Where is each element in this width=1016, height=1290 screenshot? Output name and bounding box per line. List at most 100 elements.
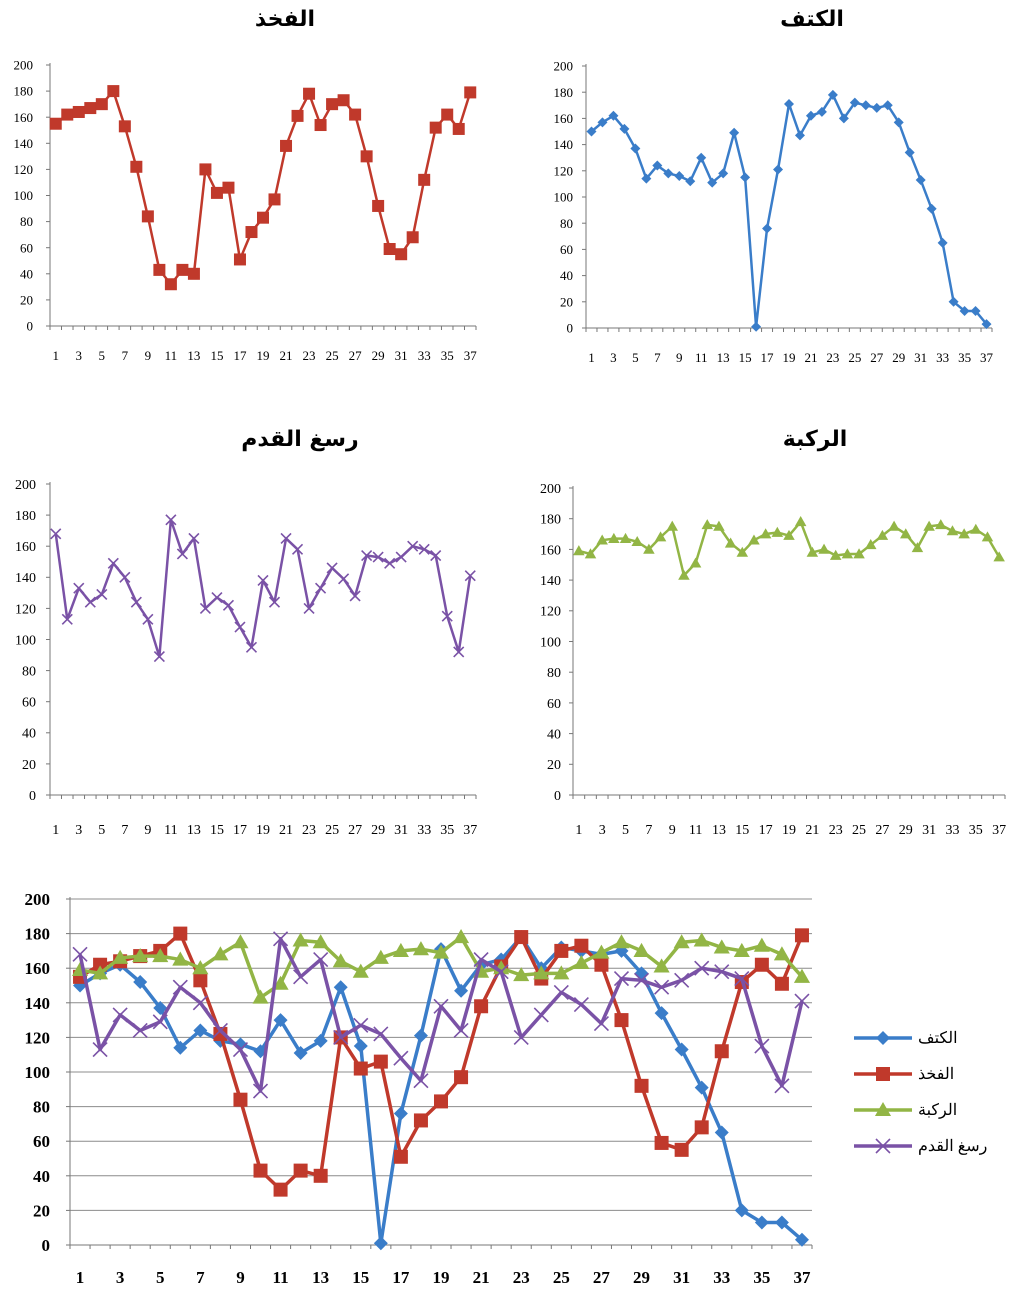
data-point [573, 996, 589, 1013]
data-point [633, 942, 650, 957]
x-tick-label: 11 [164, 823, 177, 838]
data-point [432, 944, 450, 959]
data-point [654, 531, 667, 542]
data-point [92, 965, 109, 980]
data-point [904, 147, 915, 158]
x-tick-label: 21 [473, 1268, 490, 1287]
data-point [981, 319, 992, 330]
y-tick-label: 200 [25, 890, 51, 909]
data-point [413, 1113, 428, 1128]
data-point [273, 931, 289, 947]
x-tick-label: 3 [76, 348, 83, 363]
data-point [332, 953, 349, 968]
x-tick-label: 29 [371, 823, 385, 838]
x-tick-label: 29 [372, 348, 385, 363]
x-tick-label: 25 [553, 1268, 570, 1287]
legend-entry: رسغ القدم [854, 1138, 987, 1155]
x-tick-label: 1 [76, 1268, 85, 1287]
data-point [193, 973, 208, 988]
x-tick-label: 15 [210, 823, 224, 838]
data-point [678, 569, 690, 580]
data-point [152, 1014, 168, 1030]
data-point [173, 1040, 188, 1055]
data-point [434, 1094, 448, 1109]
data-point [130, 160, 143, 173]
data-point [654, 1006, 669, 1021]
data-point [314, 119, 327, 132]
y-tick-label: 80 [560, 216, 573, 231]
y-tick-label: 200 [15, 478, 36, 493]
y-tick-label: 160 [14, 110, 34, 125]
data-point [714, 964, 730, 980]
data-point [773, 164, 784, 175]
data-point [453, 1022, 469, 1039]
data-point [441, 108, 454, 121]
x-tick-label: 3 [599, 823, 606, 838]
data-point [652, 160, 663, 171]
data-point [353, 1017, 369, 1033]
data-point [586, 126, 597, 137]
data-point [372, 199, 385, 212]
data-point [245, 641, 258, 653]
y-tick-label: 180 [554, 85, 574, 100]
data-point [430, 549, 442, 562]
x-tick-label: 27 [870, 350, 884, 365]
x-tick-label: 21 [279, 823, 293, 838]
y-tick-label: 40 [547, 728, 561, 743]
x-tick-label: 9 [145, 348, 152, 363]
data-point [584, 548, 597, 559]
data-point [724, 537, 737, 548]
data-point [268, 193, 281, 206]
y-tick-label: 200 [554, 59, 574, 74]
data-point [273, 1013, 288, 1028]
x-tick-label: 17 [392, 1268, 410, 1287]
series-3 [71, 929, 811, 1004]
data-point [193, 1023, 208, 1038]
data-point [923, 520, 935, 531]
data-point [392, 942, 409, 957]
x-tick-label: 37 [992, 823, 1006, 838]
x-tick-label: 9 [236, 1268, 245, 1287]
x-tick-label: 15 [210, 348, 223, 363]
legend: الكتف الفخذ الركبة رسغ القدم [854, 1030, 987, 1155]
data-point [751, 321, 762, 332]
y-tick-label: 20 [547, 758, 561, 773]
data-point [707, 177, 718, 188]
data-point [818, 543, 830, 554]
data-point [373, 1054, 388, 1069]
y-tick-label: 80 [22, 665, 36, 680]
data-point [361, 549, 373, 562]
data-point [754, 957, 769, 972]
data-point [253, 1163, 268, 1178]
data-point [153, 263, 166, 276]
data-point [412, 941, 429, 956]
data-point [713, 939, 730, 954]
data-point [232, 1041, 249, 1058]
x-tick-label: 33 [417, 823, 431, 838]
y-tick-label: 120 [540, 605, 561, 620]
data-point [794, 1232, 809, 1247]
y-tick-label: 20 [33, 1201, 50, 1220]
data-point [61, 108, 74, 121]
y-tick-label: 120 [15, 602, 36, 617]
data-point [257, 574, 269, 586]
legend-label: رسغ القدم [918, 1138, 987, 1155]
data-point [152, 948, 169, 963]
data-point [533, 965, 550, 980]
data-point [293, 1163, 308, 1178]
data-point [514, 930, 529, 945]
data-point [473, 951, 489, 968]
x-tick-label: 9 [676, 350, 683, 365]
data-point [313, 951, 329, 968]
series-1 [49, 85, 477, 291]
x-tick-label: 5 [98, 823, 105, 838]
y-tick-label: 140 [15, 571, 36, 586]
data-point [107, 557, 119, 569]
data-point [176, 548, 188, 560]
x-tick-label: 5 [632, 350, 639, 365]
data-point [234, 621, 246, 633]
x-tick-label: 35 [753, 1268, 770, 1287]
x-tick-label: 37 [980, 350, 994, 365]
x-tick-label: 25 [326, 348, 339, 363]
